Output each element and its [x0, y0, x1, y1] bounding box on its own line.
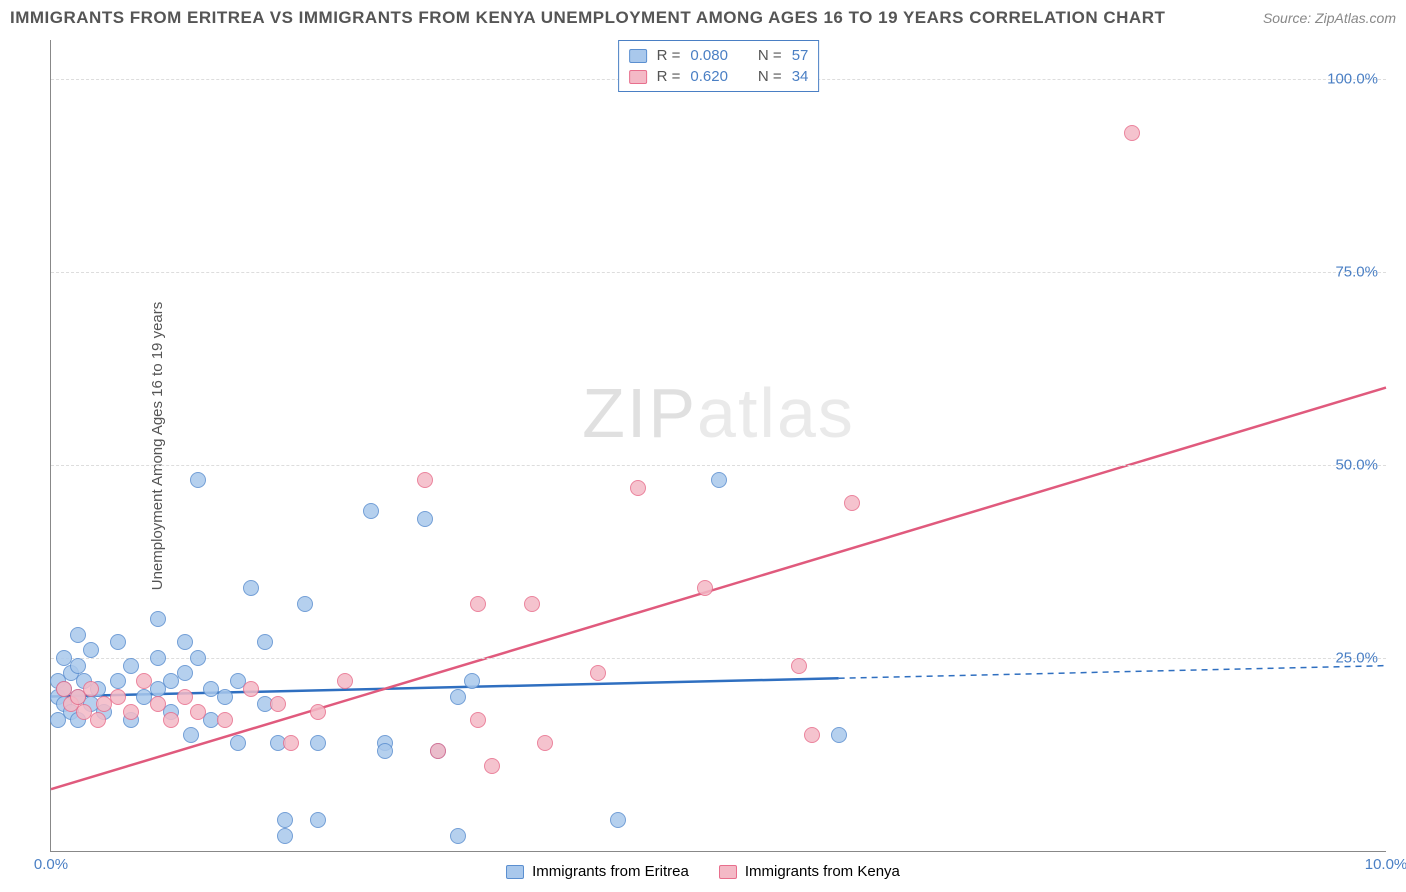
data-point [310, 704, 326, 720]
data-point [190, 650, 206, 666]
data-point [310, 812, 326, 828]
chart-title: IMMIGRANTS FROM ERITREA VS IMMIGRANTS FR… [10, 8, 1165, 28]
legend-series-label: Immigrants from Kenya [745, 863, 900, 880]
gridline-h [51, 658, 1386, 659]
data-point [257, 634, 273, 650]
data-point [610, 812, 626, 828]
data-point [630, 480, 646, 496]
data-point [430, 743, 446, 759]
data-point [844, 495, 860, 511]
data-point [470, 712, 486, 728]
data-point [190, 704, 206, 720]
data-point [831, 727, 847, 743]
data-point [417, 511, 433, 527]
legend-swatch [506, 865, 524, 879]
data-point [377, 743, 393, 759]
data-point [217, 689, 233, 705]
data-point [190, 472, 206, 488]
data-point [297, 596, 313, 612]
data-point [110, 673, 126, 689]
data-point [150, 696, 166, 712]
data-point [150, 650, 166, 666]
data-point [470, 596, 486, 612]
data-point [524, 596, 540, 612]
data-point [136, 673, 152, 689]
data-point [243, 681, 259, 697]
legend-series: Immigrants from Eritrea Immigrants from K… [0, 863, 1406, 880]
data-point [243, 580, 259, 596]
y-axis-label: Unemployment Among Ages 16 to 19 years [149, 301, 166, 590]
data-point [217, 712, 233, 728]
legend-stats-row: R =0.080N =57 [629, 45, 809, 66]
legend-swatch [719, 865, 737, 879]
data-point [417, 472, 433, 488]
data-point [123, 704, 139, 720]
data-point [110, 634, 126, 650]
y-tick-label: 25.0% [1335, 649, 1378, 666]
data-point [277, 812, 293, 828]
data-point [177, 689, 193, 705]
data-point [150, 611, 166, 627]
legend-series-item: Immigrants from Kenya [719, 863, 900, 880]
data-point [711, 472, 727, 488]
data-point [484, 758, 500, 774]
data-point [450, 689, 466, 705]
data-point [123, 658, 139, 674]
data-point [163, 712, 179, 728]
data-point [590, 665, 606, 681]
data-point [537, 735, 553, 751]
gridline-h [51, 272, 1386, 273]
plot-area: ZIPatlas Unemployment Among Ages 16 to 1… [50, 40, 1386, 852]
trend-lines-layer [51, 40, 1386, 851]
legend-swatch [629, 49, 647, 63]
legend-stats-row: R =0.620N =34 [629, 66, 809, 87]
data-point [177, 634, 193, 650]
data-point [283, 735, 299, 751]
y-tick-label: 50.0% [1335, 456, 1378, 473]
legend-stats: R =0.080N =57R =0.620N =34 [618, 40, 820, 92]
data-point [270, 696, 286, 712]
data-point [464, 673, 480, 689]
data-point [1124, 125, 1140, 141]
data-point [310, 735, 326, 751]
y-tick-label: 75.0% [1335, 263, 1378, 280]
data-point [277, 828, 293, 844]
legend-series-item: Immigrants from Eritrea [506, 863, 689, 880]
trend-line-dashed [839, 666, 1386, 679]
data-point [804, 727, 820, 743]
data-point [90, 712, 106, 728]
data-point [450, 828, 466, 844]
data-point [110, 689, 126, 705]
data-point [83, 642, 99, 658]
watermark: ZIPatlas [582, 373, 855, 453]
data-point [791, 658, 807, 674]
source-label: Source: ZipAtlas.com [1263, 10, 1396, 26]
data-point [697, 580, 713, 596]
data-point [70, 658, 86, 674]
data-point [337, 673, 353, 689]
data-point [363, 503, 379, 519]
data-point [177, 665, 193, 681]
y-tick-label: 100.0% [1327, 70, 1378, 87]
data-point [70, 627, 86, 643]
legend-series-label: Immigrants from Eritrea [532, 863, 689, 880]
data-point [230, 735, 246, 751]
data-point [183, 727, 199, 743]
legend-swatch [629, 70, 647, 84]
data-point [83, 681, 99, 697]
gridline-h [51, 465, 1386, 466]
